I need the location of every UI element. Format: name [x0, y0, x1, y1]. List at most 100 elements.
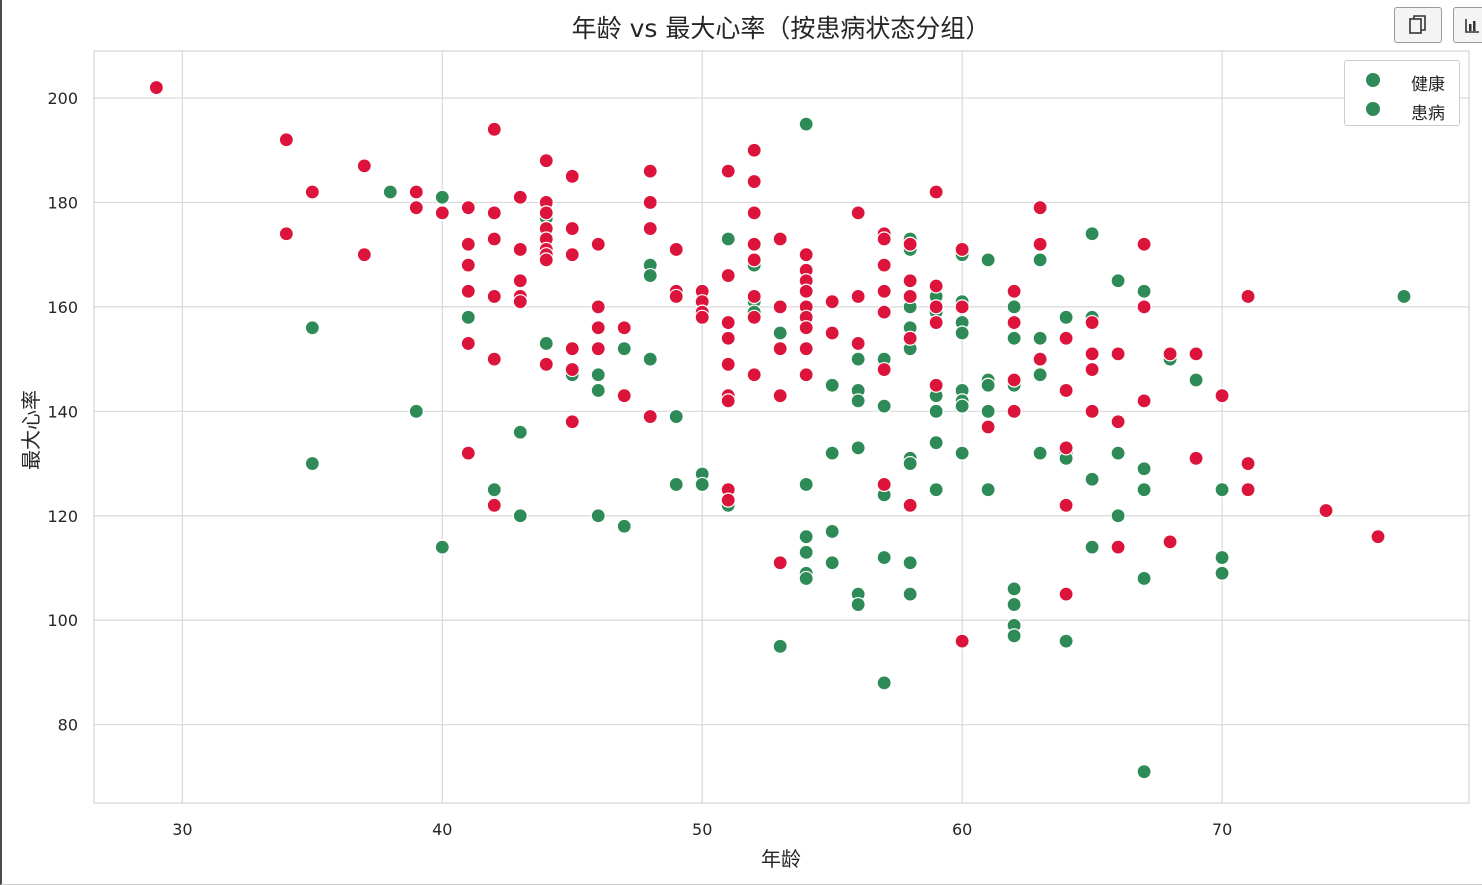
point-healthy — [954, 398, 970, 414]
point-disease — [746, 205, 762, 221]
point-disease — [772, 341, 788, 357]
point-healthy — [642, 267, 658, 284]
point-healthy — [824, 377, 840, 393]
point-healthy — [1058, 309, 1074, 325]
point-disease — [876, 257, 892, 273]
point-disease — [1032, 236, 1048, 252]
point-disease — [356, 247, 372, 263]
point-disease — [616, 388, 632, 404]
point-disease — [486, 205, 502, 221]
y-tick-label: 140 — [47, 402, 78, 421]
point-healthy — [1110, 273, 1126, 289]
point-healthy — [668, 476, 684, 493]
chart-title: 年龄 vs 最大心率（按患病状态分组） — [572, 14, 991, 43]
point-healthy — [1110, 508, 1126, 524]
point-healthy — [1032, 330, 1048, 346]
point-healthy — [1084, 471, 1100, 487]
point-healthy — [772, 325, 788, 341]
point-disease — [1084, 346, 1100, 362]
point-disease — [668, 241, 684, 258]
point-disease — [1110, 346, 1126, 362]
point-disease — [902, 497, 918, 513]
point-disease — [928, 184, 944, 200]
point-disease — [356, 158, 372, 174]
point-healthy — [1032, 367, 1048, 383]
point-healthy — [1214, 549, 1230, 566]
point-disease — [564, 220, 580, 237]
point-disease — [746, 367, 762, 383]
point-healthy — [1006, 596, 1022, 613]
point-disease — [798, 320, 814, 336]
point-healthy — [980, 482, 996, 498]
point-healthy — [850, 440, 866, 456]
point-disease — [1370, 529, 1386, 545]
point-healthy — [1006, 628, 1022, 644]
point-healthy — [1136, 482, 1152, 498]
point-disease — [148, 79, 164, 96]
point-disease — [278, 226, 294, 242]
point-disease — [720, 267, 736, 284]
y-tick-label: 80 — [58, 716, 78, 735]
point-healthy — [1188, 372, 1204, 388]
point-disease — [590, 299, 606, 315]
point-disease — [954, 241, 970, 258]
point-disease — [642, 408, 658, 425]
legend-label-disease: 患病 — [1411, 104, 1445, 124]
point-disease — [850, 288, 866, 305]
point-healthy — [980, 377, 996, 393]
point-healthy — [434, 189, 450, 205]
point-disease — [720, 492, 736, 508]
point-healthy — [694, 476, 710, 493]
point-healthy — [668, 408, 684, 425]
point-disease — [1032, 200, 1048, 216]
point-disease — [1058, 497, 1074, 513]
point-disease — [720, 314, 736, 331]
series-disease — [148, 79, 1386, 649]
point-healthy — [1032, 445, 1048, 461]
point-disease — [772, 231, 788, 247]
point-disease — [460, 257, 476, 273]
legend-marker-healthy — [1366, 73, 1380, 87]
point-disease — [876, 361, 892, 378]
point-disease — [850, 205, 866, 221]
point-healthy — [850, 393, 866, 409]
plot-area — [94, 51, 1469, 803]
point-healthy — [902, 586, 918, 602]
point-disease — [1084, 403, 1100, 419]
point-disease — [772, 388, 788, 404]
point-disease — [1058, 440, 1074, 456]
point-disease — [746, 288, 762, 305]
point-disease — [434, 205, 450, 221]
chart-view-button[interactable] — [1453, 7, 1482, 43]
point-disease — [1032, 351, 1048, 367]
x-axis-label: 年龄 — [761, 847, 801, 871]
point-disease — [590, 320, 606, 336]
point-disease — [512, 241, 528, 258]
point-disease — [876, 231, 892, 247]
copy-button[interactable] — [1394, 7, 1442, 43]
point-healthy — [616, 518, 632, 534]
point-disease — [538, 153, 554, 169]
point-healthy — [772, 638, 788, 654]
point-disease — [1006, 372, 1022, 388]
point-disease — [1162, 346, 1178, 362]
point-healthy — [954, 325, 970, 341]
point-disease — [1084, 314, 1100, 331]
point-disease — [1006, 283, 1022, 299]
point-disease — [772, 299, 788, 315]
point-disease — [564, 168, 580, 184]
point-disease — [538, 252, 554, 268]
point-healthy — [408, 403, 424, 419]
point-disease — [850, 335, 866, 352]
point-healthy — [798, 544, 814, 560]
point-disease — [824, 294, 840, 310]
y-tick-labels: 80 100 120 140 160 180 200 — [47, 89, 78, 735]
point-disease — [1110, 414, 1126, 430]
point-disease — [980, 419, 996, 435]
legend-label-healthy: 健康 — [1411, 75, 1445, 95]
point-healthy — [1136, 461, 1152, 477]
point-healthy — [1396, 288, 1412, 305]
point-disease — [304, 184, 320, 200]
point-disease — [1136, 236, 1152, 252]
point-healthy — [824, 445, 840, 461]
